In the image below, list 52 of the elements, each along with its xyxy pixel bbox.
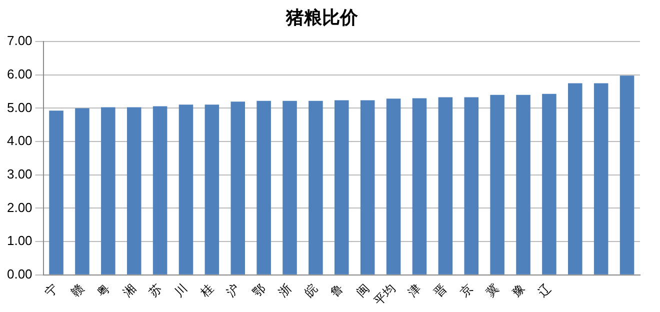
y-tick-label: 5.00 [6,100,32,115]
bar [308,100,323,274]
x-tick-label: 川 [172,281,190,300]
y-tick-label: 6.00 [6,66,32,82]
y-tick-label: 3.00 [6,166,32,182]
x-tick-label: 苏 [146,281,164,300]
bar [438,97,453,274]
x-tick-label: 皖 [302,281,320,300]
x-tick-label: 粤 [94,281,112,300]
x-tick-label: 宁 [42,281,61,300]
bar [490,94,504,274]
bar [282,100,297,274]
x-tick-label: 沪 [224,281,242,300]
x-tick-label: 赣 [68,281,87,300]
bar [49,110,64,274]
bar [334,100,349,274]
bar [256,100,271,274]
x-tick-label: 津 [405,281,424,300]
x-tick-label: 桂 [197,281,216,300]
y-tick-label: 4.00 [6,133,32,148]
bar [101,107,116,274]
chart-title: 猪粮比价 [285,7,359,28]
x-tick-label: 京 [457,281,476,300]
x-tick-label: 鲁 [328,281,346,300]
x-tick-label: 湘 [120,281,138,300]
bar [516,94,530,274]
x-tick-label: 辽 [535,281,554,300]
x-tick-label: 平均 [371,281,398,308]
y-tick-label: 0.00 [6,266,32,282]
bar [152,106,168,274]
y-tick-label: 7.00 [6,33,32,48]
bar [464,97,479,274]
bar [542,94,556,274]
bar [412,98,427,274]
x-tick-label: 晋 [431,281,450,300]
y-tick-label: 1.00 [6,233,32,248]
bar [594,83,608,274]
bar [178,104,194,274]
bar [568,83,582,274]
bar [204,104,220,274]
bar [230,102,246,274]
bar [126,107,142,274]
x-tick-label: 冀 [483,281,502,300]
x-tick-label: 豫 [509,281,528,300]
bar [360,100,375,274]
bar [75,108,90,274]
x-tick-label: 浙 [276,281,294,300]
bar [386,98,401,274]
y-tick-label: 2.00 [6,200,32,215]
x-tick-label: 闽 [354,281,372,300]
x-tick-label: 鄂 [250,281,268,300]
bar [620,76,634,274]
